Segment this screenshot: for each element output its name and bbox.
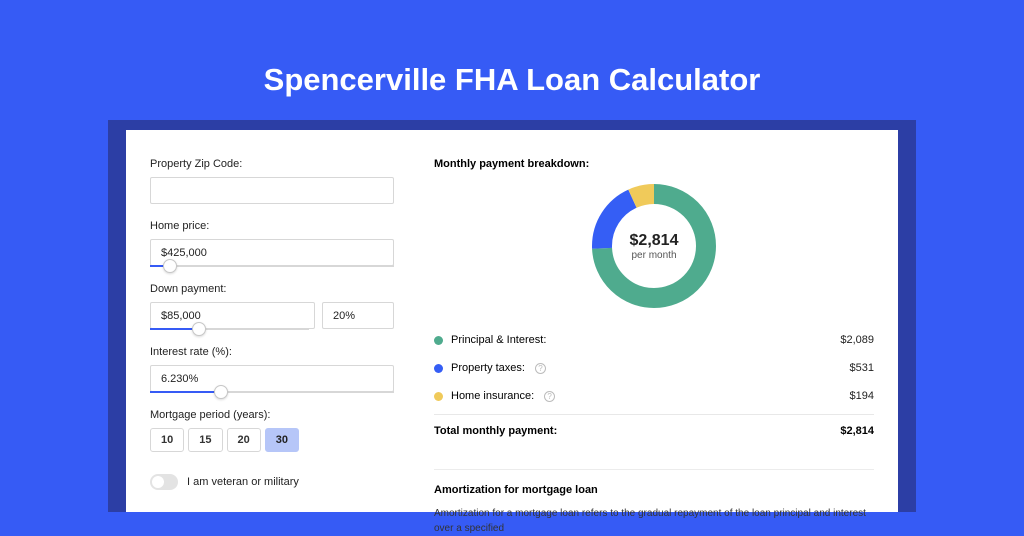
- legend-row-0: Principal & Interest: $2,089: [434, 326, 874, 354]
- veteran-label: I am veteran or military: [187, 476, 299, 488]
- zip-label: Property Zip Code:: [150, 158, 394, 170]
- breakdown-title: Monthly payment breakdown:: [434, 158, 874, 170]
- home-price-slider[interactable]: [150, 265, 394, 267]
- down-payment-label: Down payment:: [150, 283, 394, 295]
- down-payment-pct-input[interactable]: [322, 302, 394, 329]
- period-button-10[interactable]: 10: [150, 428, 184, 452]
- legend-value: $531: [850, 362, 874, 374]
- period-button-15[interactable]: 15: [188, 428, 222, 452]
- mortgage-period-block: Mortgage period (years): 10152030: [150, 409, 394, 452]
- legend-dot-icon: [434, 392, 443, 401]
- interest-label: Interest rate (%):: [150, 346, 394, 358]
- total-label: Total monthly payment:: [434, 425, 557, 437]
- inputs-column: Property Zip Code: Home price: Down paym…: [150, 158, 394, 536]
- legend-label: Principal & Interest:: [451, 334, 546, 346]
- down-payment-slider[interactable]: [150, 328, 309, 330]
- period-button-20[interactable]: 20: [227, 428, 261, 452]
- veteran-toggle[interactable]: [150, 474, 178, 490]
- payment-donut: $2,814 per month: [592, 184, 716, 308]
- down-payment-block: Down payment:: [150, 283, 394, 330]
- legend-row-2: Home insurance:? $194: [434, 382, 874, 410]
- interest-block: Interest rate (%):: [150, 346, 394, 393]
- legend-dot-icon: [434, 336, 443, 345]
- donut-sub: per month: [631, 250, 676, 261]
- total-value: $2,814: [840, 425, 874, 437]
- info-icon[interactable]: ?: [544, 391, 555, 402]
- legend-dot-icon: [434, 364, 443, 373]
- amortization-body: Amortization for a mortgage loan refers …: [434, 506, 874, 536]
- zip-input[interactable]: [150, 177, 394, 204]
- legend-label: Property taxes:: [451, 362, 525, 374]
- breakdown-column: Monthly payment breakdown: $2,814 per mo…: [434, 158, 874, 536]
- legend-value: $2,089: [840, 334, 874, 346]
- legend-label: Home insurance:: [451, 390, 534, 402]
- legend-value: $194: [850, 390, 874, 402]
- donut-amount: $2,814: [630, 232, 679, 250]
- mortgage-period-label: Mortgage period (years):: [150, 409, 394, 421]
- home-price-block: Home price:: [150, 220, 394, 267]
- total-row: Total monthly payment: $2,814: [434, 414, 874, 447]
- zip-block: Property Zip Code:: [150, 158, 394, 204]
- home-price-input[interactable]: [150, 239, 394, 266]
- veteran-row: I am veteran or military: [150, 474, 394, 490]
- down-payment-input[interactable]: [150, 302, 315, 329]
- amortization-section: Amortization for mortgage loan Amortizat…: [434, 469, 874, 536]
- legend-row-1: Property taxes:? $531: [434, 354, 874, 382]
- page-title: Spencerville FHA Loan Calculator: [0, 0, 1024, 98]
- amortization-title: Amortization for mortgage loan: [434, 484, 874, 496]
- period-button-30[interactable]: 30: [265, 428, 299, 452]
- home-price-label: Home price:: [150, 220, 394, 232]
- interest-slider[interactable]: [150, 391, 394, 393]
- calculator-card: Property Zip Code: Home price: Down paym…: [126, 130, 898, 512]
- interest-input[interactable]: [150, 365, 394, 392]
- info-icon[interactable]: ?: [535, 363, 546, 374]
